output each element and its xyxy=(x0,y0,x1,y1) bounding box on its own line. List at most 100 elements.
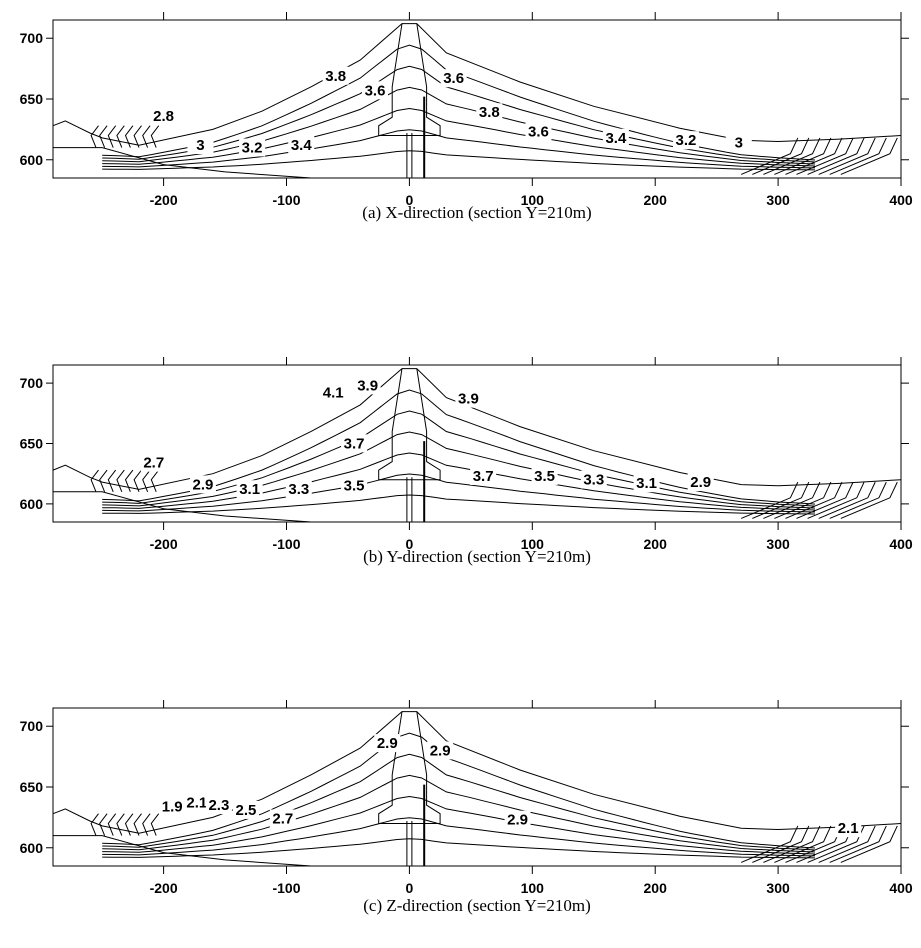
contour-label: 3.8 xyxy=(325,68,346,85)
contour-line xyxy=(142,125,151,148)
contour-label-bg xyxy=(150,106,177,125)
contour-line xyxy=(116,469,125,492)
contour-label: 3.8 xyxy=(479,104,500,121)
contour-line xyxy=(774,137,832,175)
x-tick-label: -100 xyxy=(272,192,300,208)
x-tick-label: 200 xyxy=(644,536,668,552)
contour-line xyxy=(102,86,816,165)
plot-frame xyxy=(52,19,902,179)
contour-label-bg xyxy=(427,741,454,760)
x-tick-label: 300 xyxy=(766,536,790,552)
y-tick-label: 700 xyxy=(20,30,44,46)
contour-line xyxy=(102,817,816,857)
contour-label-bg xyxy=(374,734,401,753)
contour-line xyxy=(774,481,832,519)
contour-line xyxy=(829,481,887,519)
contour-line xyxy=(102,774,816,853)
x-tick-label: 100 xyxy=(521,192,545,208)
contour-line xyxy=(102,795,816,855)
contour-label: 4.1 xyxy=(323,385,344,402)
y-tick-label: 700 xyxy=(20,718,44,734)
chart-panel-0: -200 -100 0 100 200 300 400 600 650 700 3.8 3.6 3.6 3… xyxy=(20,12,913,222)
contour-label: 3.4 xyxy=(605,130,627,147)
contour-label: 2.1 xyxy=(838,820,859,837)
x-tick-label: 400 xyxy=(889,880,913,896)
contour-label-bg xyxy=(322,66,349,85)
dam-core xyxy=(378,23,441,136)
x-tick-label: -200 xyxy=(150,536,178,552)
contour-label: 3.4 xyxy=(291,137,313,154)
contour-line xyxy=(741,137,799,175)
contour-line xyxy=(102,65,816,163)
contour-line xyxy=(107,125,117,148)
contour-line xyxy=(763,825,821,863)
contour-line xyxy=(829,137,887,175)
contour-line xyxy=(133,125,142,148)
x-tick-label: 100 xyxy=(521,880,545,896)
contour-line xyxy=(818,137,876,175)
contour-label: 2.9 xyxy=(507,812,528,829)
contour-label-bg xyxy=(455,389,482,408)
contour-line xyxy=(102,107,816,167)
contour-line xyxy=(774,825,832,863)
contour-label-bg xyxy=(341,434,368,453)
y-tick-label: 600 xyxy=(20,496,44,512)
contour-label-bg xyxy=(687,472,714,491)
contour-label: 2.9 xyxy=(690,474,711,491)
y-tick-label: 650 xyxy=(20,779,44,795)
contour-label-bg xyxy=(531,466,558,485)
y-tick-label: 650 xyxy=(20,91,44,107)
contour-line xyxy=(807,825,865,863)
contour-label: 1.9 xyxy=(162,798,183,815)
contour-label-bg xyxy=(320,383,347,402)
contour-label: 3.7 xyxy=(344,435,365,452)
contour-label: 3.1 xyxy=(239,481,260,498)
contour-label: 3.3 xyxy=(583,472,604,489)
x-tick-label: 0 xyxy=(406,880,414,896)
contour-line xyxy=(102,410,816,507)
contour-line xyxy=(90,469,99,492)
contour-label: 2.8 xyxy=(153,108,174,125)
contour-label: 2.1 xyxy=(186,795,207,812)
contour-line xyxy=(99,813,108,836)
contour-label-bg xyxy=(159,797,186,816)
x-tick-label: 400 xyxy=(889,192,913,208)
panel-caption: (a) X-direction (section Y=210m) xyxy=(362,203,591,222)
contour-line xyxy=(752,481,810,519)
contour-label-bg xyxy=(525,122,552,141)
contour-label-bg xyxy=(580,470,607,489)
contour-line xyxy=(142,813,151,836)
contour-line xyxy=(785,137,843,175)
contour-line xyxy=(840,481,898,519)
x-tick-label: 200 xyxy=(644,192,668,208)
contour-label-bg xyxy=(672,131,699,150)
contour-line xyxy=(150,469,160,492)
plot-frame xyxy=(52,707,902,867)
contour-label-bg xyxy=(470,466,497,485)
contour-line xyxy=(102,838,816,859)
contour-line xyxy=(785,825,843,863)
contour-line xyxy=(124,813,134,836)
contour-line xyxy=(124,125,134,148)
contour-label: 3.9 xyxy=(357,377,378,394)
contour-label: 3.2 xyxy=(675,132,696,149)
contour-label-bg xyxy=(288,136,315,155)
x-tick-label: 400 xyxy=(889,536,913,552)
contour-label-bg xyxy=(835,819,862,838)
contour-line xyxy=(116,813,125,836)
contour-line xyxy=(133,813,142,836)
contour-line xyxy=(741,825,799,863)
contour-label-bg xyxy=(725,133,752,152)
contour-label-bg xyxy=(440,69,467,88)
x-tick-label: -100 xyxy=(272,536,300,552)
contour-label: 3.1 xyxy=(636,475,657,492)
contour-line xyxy=(796,137,854,175)
contour-line xyxy=(142,469,151,492)
contour-line xyxy=(807,137,865,175)
contour-label-bg xyxy=(476,103,503,122)
chart-panel-1: -200 -100 0 100 200 300 400 600 650 700 4.1 3.9 3.9 3… xyxy=(20,357,913,566)
x-tick-label: 300 xyxy=(766,192,790,208)
contour-label: 3.9 xyxy=(458,391,479,408)
